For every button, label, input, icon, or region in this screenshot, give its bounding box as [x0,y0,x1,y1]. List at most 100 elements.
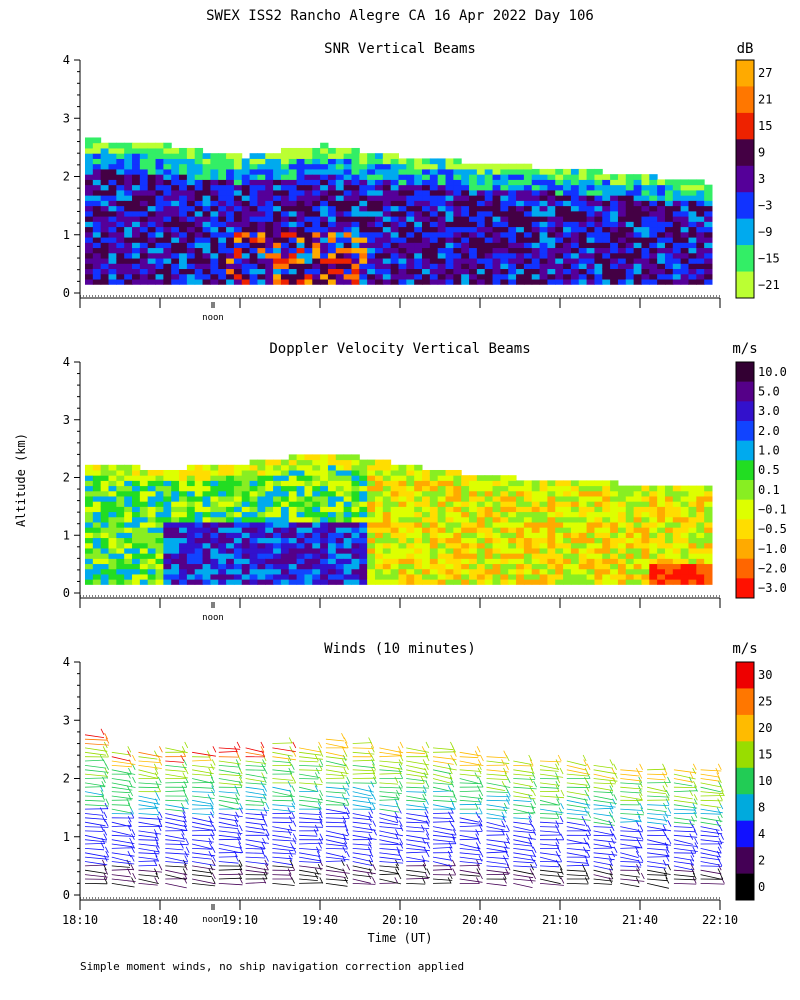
data-cell [390,558,399,565]
wind-barb [138,821,161,827]
data-cell [641,563,650,570]
data-cell [547,179,556,186]
data-cell [92,553,102,559]
wind-barb [272,751,293,757]
data-cell [241,237,251,243]
data-cell [108,258,117,264]
data-cell [296,501,305,507]
data-cell [657,521,666,528]
data-cell [625,516,635,523]
data-cell [296,485,305,492]
wind-barb [165,769,186,772]
data-cell [484,537,494,544]
data-cell [265,573,274,580]
data-cell [108,242,117,249]
data-cell [100,153,110,159]
data-cell [445,490,454,497]
data-cell [422,200,431,207]
data-cell [327,573,337,580]
data-cell [390,226,399,233]
data-cell [367,547,376,554]
data-cell [171,542,180,549]
data-cell [273,485,282,492]
wind-barb-flag [559,868,564,875]
data-cell [688,573,697,580]
data-cell [92,273,102,280]
data-cell [288,542,298,549]
data-cell [664,547,674,554]
data-cell [374,221,384,228]
wind-barb [272,786,292,792]
data-cell [429,168,439,175]
data-cell [594,490,603,497]
data-cell [672,205,682,212]
data-cell [453,279,462,285]
data-cell [461,485,470,492]
wind-barb [165,865,187,868]
data-cell [500,547,509,554]
wind-barb [379,773,402,775]
data-cell [649,501,658,507]
wind-barb [486,856,509,860]
data-cell [116,179,125,186]
data-cell [171,490,180,497]
data-cell [327,200,337,207]
data-cell [617,263,627,270]
colorbar-label: 1.0 [758,444,780,458]
data-cell [508,179,517,186]
wind-profile [111,746,136,888]
data-cell [186,553,196,559]
data-cell [241,268,251,275]
data-cell [202,490,211,497]
data-cell [108,216,117,222]
data-cell [390,200,399,207]
data-cell [210,495,219,502]
data-cell [210,542,219,549]
data-cell [422,542,431,549]
data-cell [210,163,219,170]
data-cell [233,216,243,222]
data-cell [414,163,423,170]
data-cell [186,231,196,238]
data-cell [445,258,454,264]
data-cell [586,210,595,217]
data-cell [241,210,251,217]
data-cell [461,558,470,565]
data-cell [288,495,298,502]
data-cell [147,579,157,585]
data-cell [226,506,235,513]
data-cell [320,553,329,559]
data-cell [92,179,102,186]
data-cell [641,521,650,528]
data-cell [461,568,470,575]
data-cell [273,158,282,165]
wind-barb [138,786,159,789]
data-cell [555,273,564,280]
data-cell [179,153,188,159]
wind-barb [379,782,398,785]
data-cell [398,242,407,249]
data-cell [382,537,392,544]
data-cell [163,205,172,212]
data-cell [469,475,478,481]
data-cell [453,490,462,497]
data-cell [555,200,564,207]
data-cell [657,200,666,207]
data-cell [492,279,501,285]
wind-barb [138,843,159,847]
data-cell [664,490,674,497]
data-cell [265,516,274,523]
data-cell [202,189,211,196]
data-cell [171,558,180,565]
data-cell [492,210,501,217]
wind-barb-flag [394,877,399,884]
data-cell [92,247,102,254]
wind-barb [486,813,507,818]
data-cell [484,237,494,243]
data-cell [351,237,360,243]
data-cell [280,579,290,585]
wind-barb-flag [319,794,323,801]
data-cell [202,579,211,585]
data-cell [422,174,431,180]
data-cell [312,210,321,217]
